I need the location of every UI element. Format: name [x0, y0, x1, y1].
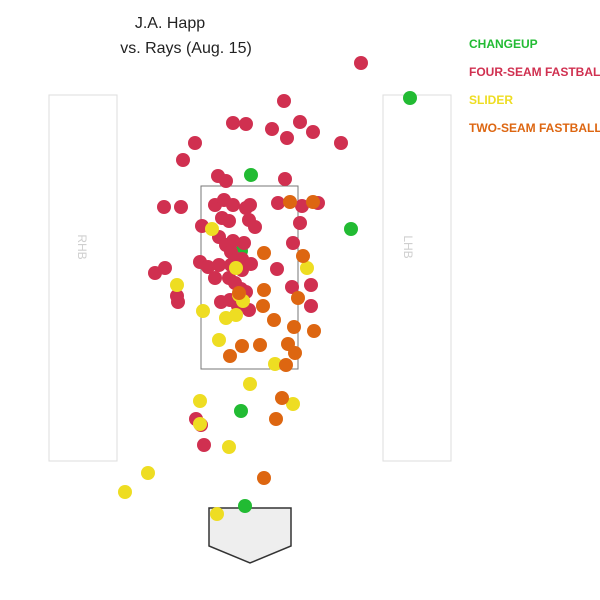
- two-seam-fastball-pitch-point: [307, 324, 321, 338]
- strike-zone: [200, 185, 299, 370]
- four-seam-fastball-pitch-point: [239, 117, 253, 131]
- four-seam-fastball-pitch-point: [237, 236, 251, 250]
- four-seam-fastball-pitch-point: [285, 280, 299, 294]
- four-seam-fastball-pitch-point: [226, 198, 240, 212]
- legend: CHANGEUP FOUR-SEAM FASTBALL SLIDER TWO-SEAM…: [469, 37, 600, 135]
- chart-title: J.A. Happ: [135, 15, 205, 32]
- two-seam-fastball-pitch-point: [253, 338, 267, 352]
- slider-pitch-point: [222, 440, 236, 454]
- four-seam-fastball-pitch-point: [188, 136, 202, 150]
- slider-pitch-point: [170, 278, 184, 292]
- four-seam-fastball-pitch-point: [157, 200, 171, 214]
- four-seam-fastball-pitch-point: [277, 94, 291, 108]
- slider-pitch-point: [118, 485, 132, 499]
- four-seam-fastball-pitch-point: [280, 131, 294, 145]
- two-seam-fastball-pitch-point: [296, 249, 310, 263]
- slider-pitch-point: [193, 417, 207, 431]
- two-seam-fastball-pitch-point: [269, 412, 283, 426]
- slider-pitch-point: [243, 377, 257, 391]
- four-seam-fastball-pitch-point: [176, 153, 190, 167]
- two-seam-fastball-pitch-point: [257, 246, 271, 260]
- two-seam-fastball-pitch-point: [223, 349, 237, 363]
- four-seam-fastball-pitch-point: [293, 216, 307, 230]
- four-seam-fastball-pitch-point: [354, 56, 368, 70]
- rhb-label: RHB: [75, 234, 89, 259]
- four-seam-fastball-pitch-point: [295, 199, 309, 213]
- changeup-pitch-point: [403, 91, 417, 105]
- slider-pitch-point: [300, 261, 314, 275]
- slider-pitch-point: [141, 466, 155, 480]
- four-seam-fastball-pitch-point: [243, 198, 257, 212]
- two-seam-fastball-pitch-point: [232, 286, 246, 300]
- slider-pitch-point: [229, 261, 243, 275]
- slider-pitch-point: [196, 304, 210, 318]
- two-seam-fastball-pitch-point: [257, 471, 271, 485]
- chart-subtitle: vs. Rays (Aug. 15): [120, 40, 252, 57]
- pitch-points: [118, 56, 417, 521]
- four-seam-fastball-pitch-point: [304, 278, 318, 292]
- slider-pitch-point: [286, 397, 300, 411]
- slider-pitch-point: [219, 311, 233, 325]
- lhb-batter-box: [382, 94, 452, 462]
- four-seam-fastball-pitch-point: [197, 438, 211, 452]
- two-seam-fastball-pitch-point: [279, 358, 293, 372]
- home-plate: [208, 507, 292, 564]
- slider-pitch-point: [205, 222, 219, 236]
- four-seam-fastball-pitch-point: [293, 115, 307, 129]
- four-seam-fastball-pitch-point: [171, 295, 185, 309]
- two-seam-fastball-pitch-point: [256, 299, 270, 313]
- slider-pitch-point: [193, 394, 207, 408]
- lhb-label: LHB: [401, 235, 415, 258]
- four-seam-fastball-pitch-point: [201, 260, 215, 274]
- two-seam-fastball-pitch-point: [235, 339, 249, 353]
- legend-item-two-seam-fastball: TWO-SEAM FASTBALL: [469, 121, 600, 135]
- two-seam-fastball-pitch-point: [267, 313, 281, 327]
- slider-pitch-point: [268, 357, 282, 371]
- two-seam-fastball-pitch-point: [287, 320, 301, 334]
- four-seam-fastball-pitch-point: [271, 196, 285, 210]
- four-seam-fastball-pitch-point: [208, 271, 222, 285]
- four-seam-fastball-pitch-point: [219, 174, 233, 188]
- four-seam-fastball-pitch-point: [265, 122, 279, 136]
- four-seam-fastball-pitch-point: [244, 257, 258, 271]
- four-seam-fastball-pitch-point: [306, 125, 320, 139]
- four-seam-fastball-pitch-point: [226, 116, 240, 130]
- two-seam-fastball-pitch-point: [283, 195, 297, 209]
- two-seam-fastball-pitch-point: [291, 291, 305, 305]
- four-seam-fastball-pitch-point: [304, 299, 318, 313]
- slider-pitch-point: [210, 507, 224, 521]
- two-seam-fastball-pitch-point: [257, 283, 271, 297]
- changeup-pitch-point: [238, 499, 252, 513]
- legend-item-changeup: CHANGEUP: [469, 37, 538, 51]
- four-seam-fastball-pitch-point: [148, 266, 162, 280]
- slider-pitch-point: [212, 333, 226, 347]
- four-seam-fastball-pitch-point: [286, 236, 300, 250]
- four-seam-fastball-pitch-point: [334, 136, 348, 150]
- changeup-pitch-point: [244, 168, 258, 182]
- four-seam-fastball-pitch-point: [278, 172, 292, 186]
- four-seam-fastball-pitch-point: [212, 258, 226, 272]
- changeup-pitch-point: [234, 404, 248, 418]
- two-seam-fastball-pitch-point: [275, 391, 289, 405]
- four-seam-fastball-pitch-point: [174, 200, 188, 214]
- four-seam-fastball-pitch-point: [270, 262, 284, 276]
- two-seam-fastball-pitch-point: [288, 346, 302, 360]
- four-seam-fastball-pitch-point: [215, 211, 229, 225]
- legend-item-slider: SLIDER: [469, 93, 513, 107]
- legend-item-four-seam-fastball: FOUR-SEAM FASTBALL: [469, 65, 600, 79]
- two-seam-fastball-pitch-point: [306, 195, 320, 209]
- four-seam-fastball-pitch-point: [248, 220, 262, 234]
- changeup-pitch-point: [344, 222, 358, 236]
- rhb-batter-box: [48, 94, 118, 462]
